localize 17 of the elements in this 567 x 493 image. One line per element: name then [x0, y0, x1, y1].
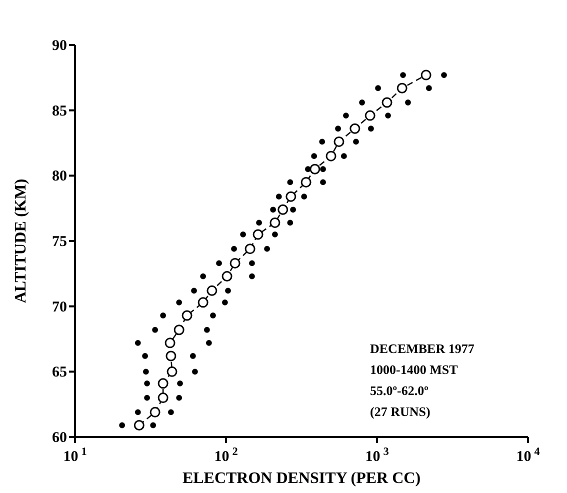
x-axis-title: ELECTRON DENSITY (PER CC)	[182, 470, 421, 487]
annotation: 55.0º-62.0º	[370, 382, 430, 400]
y-tick-label: 65	[52, 364, 67, 381]
y-tick-label: 60	[52, 430, 67, 446]
x-tick-label: 10$^{1}$	[63, 446, 88, 465]
annotation: DECEMBER 1977	[370, 340, 474, 358]
y-tick-label: 85	[52, 103, 67, 120]
y-tick-label: 90	[52, 38, 67, 54]
y-tick-label: 70	[52, 299, 67, 316]
annotation: (27 RUNS)	[370, 403, 432, 421]
x-tick-label: 10$^{3}$	[365, 446, 390, 465]
x-tick-label: 10$^{4}$	[516, 446, 540, 465]
y-tick-label: 75	[52, 234, 67, 250]
x-tick-label: 10$^{2}$	[214, 446, 238, 465]
y-tick-label: 80	[52, 168, 67, 185]
y-axis-title: ALTITUDE (KM)	[12, 178, 30, 304]
annotation: 1000-1400 MST	[370, 361, 459, 379]
